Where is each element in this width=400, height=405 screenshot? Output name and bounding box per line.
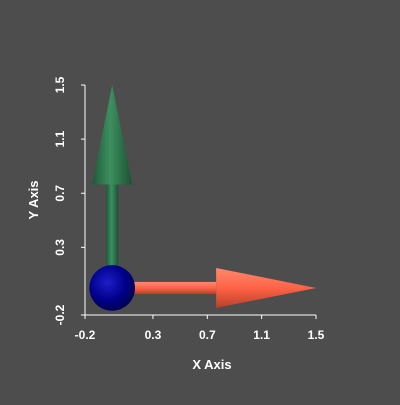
- y-tick-label: -0.2: [53, 304, 67, 325]
- arrow-shaft: [106, 184, 119, 288]
- y-tick-label: 1.1: [53, 130, 67, 147]
- x-axis-title: X Axis: [192, 357, 231, 372]
- x-tick-label: 0.3: [145, 328, 162, 342]
- x-tick-label: 1.1: [253, 328, 270, 342]
- origin-sphere: [89, 265, 136, 311]
- x-tick-label: 1.5: [308, 328, 325, 342]
- arrow-shaft: [112, 281, 217, 294]
- arrow-head: [92, 85, 133, 185]
- x-tick-label: 0.7: [199, 328, 216, 342]
- y-axis-title: Y Axis: [26, 180, 41, 219]
- y-axis-arrow: [92, 85, 133, 288]
- y-tick-label: 0.7: [53, 185, 67, 202]
- glyph-layer: [89, 85, 316, 311]
- arrow-head: [216, 267, 316, 308]
- y-tick-label: 0.3: [53, 239, 67, 256]
- x-axis-arrow: [112, 267, 316, 308]
- axis-layer: -0.2 0.3 0.7 1.1 1.5 -0.2 0.3 0.7 1.1 1.5: [53, 76, 325, 342]
- x-tick-label: -0.2: [75, 328, 96, 342]
- y-tick-label: 1.5: [53, 76, 67, 93]
